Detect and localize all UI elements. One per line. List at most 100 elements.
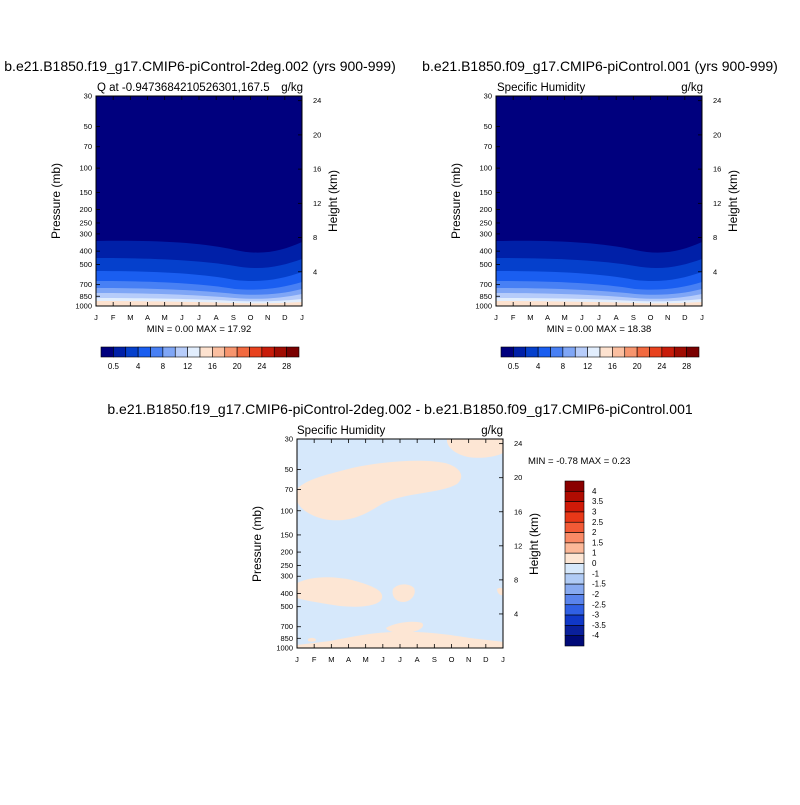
colorbar-swatch	[187, 346, 201, 358]
colorbar-label: 20	[233, 362, 242, 371]
colorbar-label: 4	[136, 362, 141, 371]
colorbar-label: -2.5	[592, 600, 606, 609]
month-tick-label: J	[494, 313, 498, 322]
month-tick-label: J	[398, 655, 402, 664]
pressure-tick-label: 700	[479, 280, 492, 289]
month-tick-label: A	[346, 655, 351, 664]
panel-3-title: b.e21.B1850.f19_g17.CMIP6-piControl-2deg…	[107, 401, 692, 417]
colorbar-swatch	[673, 346, 687, 358]
month-tick-label: M	[363, 655, 369, 664]
month-tick-label: S	[231, 313, 236, 322]
pressure-tick-label: 30	[84, 92, 92, 101]
colorbar-swatch	[286, 346, 300, 358]
panel-3-colorbar: 43.53 2.521.5 10-1 -1.5-2-2.5 -3-3.5-4	[564, 480, 606, 647]
height-tick-label: 12	[713, 199, 721, 208]
month-tick-label: F	[312, 655, 317, 664]
month-tick-label: N	[466, 655, 471, 664]
colorbar-swatch	[564, 614, 585, 626]
month-tick-label: J	[580, 313, 584, 322]
colorbar-swatch	[564, 604, 585, 616]
colorbar-label: 1.5	[592, 538, 604, 547]
colorbar-label: 4	[592, 487, 597, 496]
colorbar-label: 16	[608, 362, 617, 371]
panel-2-contour-field	[496, 96, 702, 306]
month-tick-label: D	[682, 313, 688, 322]
pressure-tick-label: 70	[285, 485, 293, 494]
colorbar-label: 3	[592, 507, 597, 516]
month-tick-label: O	[648, 313, 654, 322]
pressure-tick-label: 300	[280, 572, 293, 581]
panel-3-subtitle-left: Specific Humidity	[297, 425, 385, 437]
pressure-tick-label: 200	[280, 548, 293, 557]
colorbar-swatch	[261, 346, 275, 358]
colorbar-swatch	[564, 625, 585, 636]
colorbar-label: -3.5	[592, 621, 606, 630]
colorbar-swatch	[537, 346, 551, 358]
month-tick-label: J	[597, 313, 601, 322]
panel-1-ylabel: Pressure (mb)	[49, 163, 63, 239]
month-tick-label: D	[282, 313, 288, 322]
pressure-tick-label: 100	[79, 164, 92, 173]
colorbar-label: 12	[183, 362, 192, 371]
pressure-tick-label: 30	[484, 92, 492, 101]
panel-1-subtitle-left: Q at -0.9473684210526301,167.5	[97, 82, 270, 94]
colorbar-label: 8	[561, 362, 566, 371]
colorbar-label: 0.5	[508, 362, 520, 371]
month-tick-label: J	[501, 655, 505, 664]
pressure-tick-label: 150	[479, 188, 492, 197]
pressure-tick-label: 100	[280, 506, 293, 515]
pressure-tick-label: 70	[484, 142, 492, 151]
panel-2-ylabel-right: Height (km)	[726, 170, 740, 232]
pressure-tick-label: 500	[479, 260, 492, 269]
pressure-tick-label: 200	[79, 205, 92, 214]
height-tick-label: 8	[313, 233, 317, 242]
height-tick-label: 12	[313, 199, 321, 208]
colorbar-label: 4	[536, 362, 541, 371]
colorbar-swatch	[273, 346, 287, 358]
pressure-tick-label: 700	[280, 622, 293, 631]
height-tick-label: 4	[713, 267, 717, 276]
panel-3-positive-region	[392, 584, 415, 602]
pressure-tick-label: 250	[280, 561, 293, 570]
pressure-tick-label: 70	[84, 142, 92, 151]
colorbar-label: 20	[633, 362, 642, 371]
month-tick-label: J	[381, 655, 385, 664]
month-tick-label: A	[415, 655, 420, 664]
colorbar-label: -1.5	[592, 580, 606, 589]
month-tick-label: J	[197, 313, 201, 322]
pressure-tick-label: 300	[479, 229, 492, 238]
colorbar-label: 12	[583, 362, 592, 371]
colorbar-label: 2.5	[592, 518, 604, 527]
panel-3-positive-region	[308, 637, 316, 642]
pressure-tick-label: 50	[84, 122, 92, 131]
pressure-tick-label: 100	[479, 164, 492, 173]
colorbar-swatch	[100, 346, 114, 358]
height-tick-label: 20	[313, 130, 321, 139]
panel-2-title: b.e21.B1850.f09_g17.CMIP6-piControl.001 …	[422, 58, 778, 74]
pressure-tick-label: 400	[280, 589, 293, 598]
month-tick-label: M	[562, 313, 568, 322]
colorbar-swatch	[249, 346, 263, 358]
colorbar-swatch	[125, 346, 139, 358]
colorbar-swatch	[564, 521, 585, 533]
panel-1-contour-field	[96, 96, 302, 306]
colorbar-label: 16	[208, 362, 217, 371]
colorbar-swatch	[564, 480, 585, 492]
colorbar-label: -1	[592, 569, 600, 578]
colorbar-swatch	[174, 346, 188, 358]
colorbar-swatch	[199, 346, 213, 358]
colorbar-label: 1	[592, 549, 597, 558]
month-tick-label: J	[300, 313, 304, 322]
month-tick-label: F	[111, 313, 116, 322]
pressure-tick-label: 850	[479, 292, 492, 301]
colorbar-swatch	[564, 552, 585, 564]
panel-3-ylabel: Pressure (mb)	[250, 506, 264, 582]
colorbar-swatch	[236, 346, 250, 358]
colorbar-swatch	[212, 346, 226, 358]
month-tick-label: J	[700, 313, 704, 322]
colorbar-swatch	[661, 346, 675, 358]
